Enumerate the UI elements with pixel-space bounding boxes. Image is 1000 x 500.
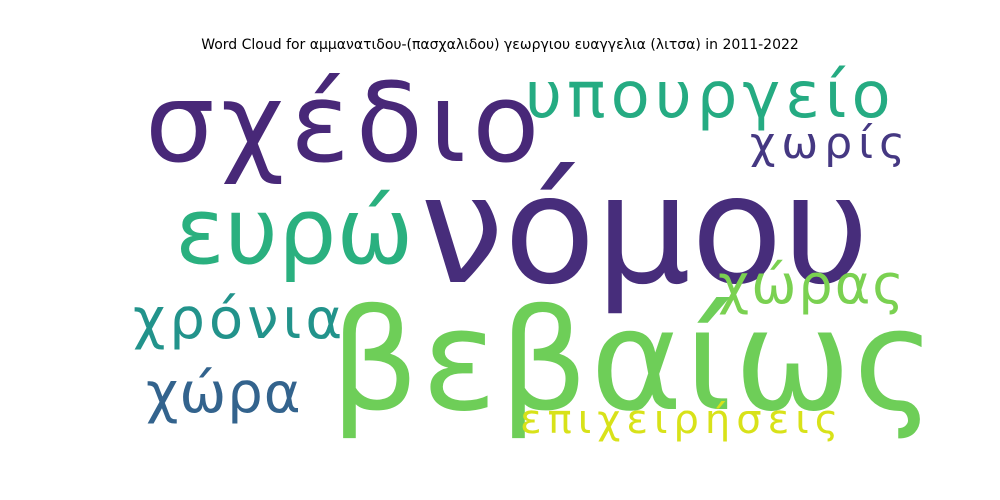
word-2: σχέδιο: [145, 59, 546, 187]
word-0: νόμου: [420, 144, 870, 318]
word-7: χώρα: [146, 361, 302, 426]
word-6: χώρας: [718, 253, 906, 316]
chart-title: Word Cloud for αμμανατιδου-(πασχαλιδου) …: [201, 37, 799, 53]
word-9: επιχειρήσεις: [520, 397, 845, 443]
word-1: βεβαίως: [330, 280, 938, 443]
word-5: χρόνια: [133, 287, 347, 352]
word-4: υπουργείο: [525, 59, 896, 133]
word-8: χωρίς: [750, 118, 911, 169]
word-cloud: νόμου βεβαίως σχέδιο ευρώ υπουργείο χρόνια χώρ…: [130, 59, 935, 454]
word-3: ευρώ: [175, 178, 414, 285]
